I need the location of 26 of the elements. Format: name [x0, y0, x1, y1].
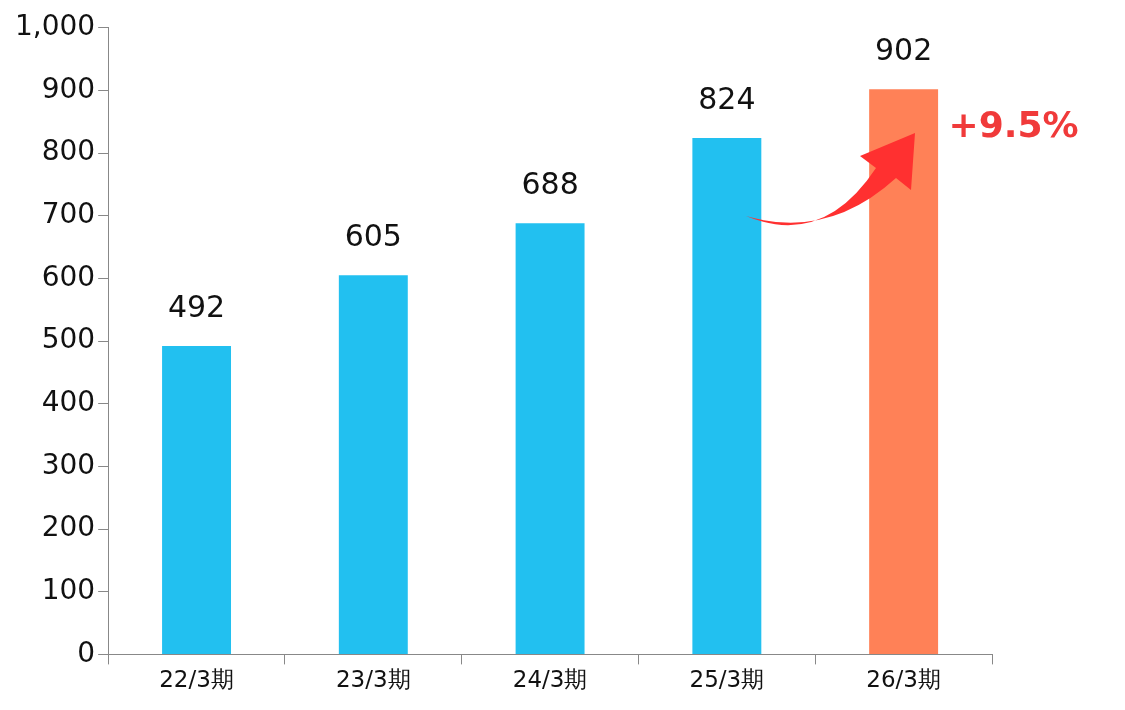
- data-label: 688: [521, 166, 579, 202]
- x-tick-label: 25/3期: [689, 666, 765, 693]
- bar: [515, 223, 585, 654]
- x-tick-label: 23/3期: [335, 666, 411, 693]
- x-tick-label: 22/3期: [159, 666, 234, 693]
- y-tick-label: 400: [41, 385, 96, 419]
- y-tick-label: 300: [41, 447, 96, 481]
- y-tick-label: 0: [77, 635, 96, 669]
- y-tick-label: 500: [41, 322, 96, 356]
- y-tick-label: 200: [41, 510, 96, 544]
- x-tick-label: 26/3期: [866, 666, 941, 693]
- y-tick-label: 800: [41, 134, 96, 168]
- y-tick-label: 1,000: [14, 9, 96, 43]
- data-label: 824: [698, 80, 756, 116]
- bar: [692, 138, 762, 654]
- x-tick-label: 24/3期: [512, 666, 588, 693]
- y-tick-label: 700: [41, 197, 96, 231]
- bar: [338, 275, 408, 654]
- data-label: 902: [874, 32, 933, 67]
- data-label: 605: [344, 218, 402, 254]
- y-tick-label: 600: [41, 259, 96, 293]
- y-tick-label: 900: [41, 71, 96, 105]
- bar: [162, 346, 232, 654]
- annotation: +9.5%: [948, 104, 1079, 146]
- data-label: 492: [167, 288, 226, 324]
- y-tick-label: 100: [41, 573, 96, 607]
